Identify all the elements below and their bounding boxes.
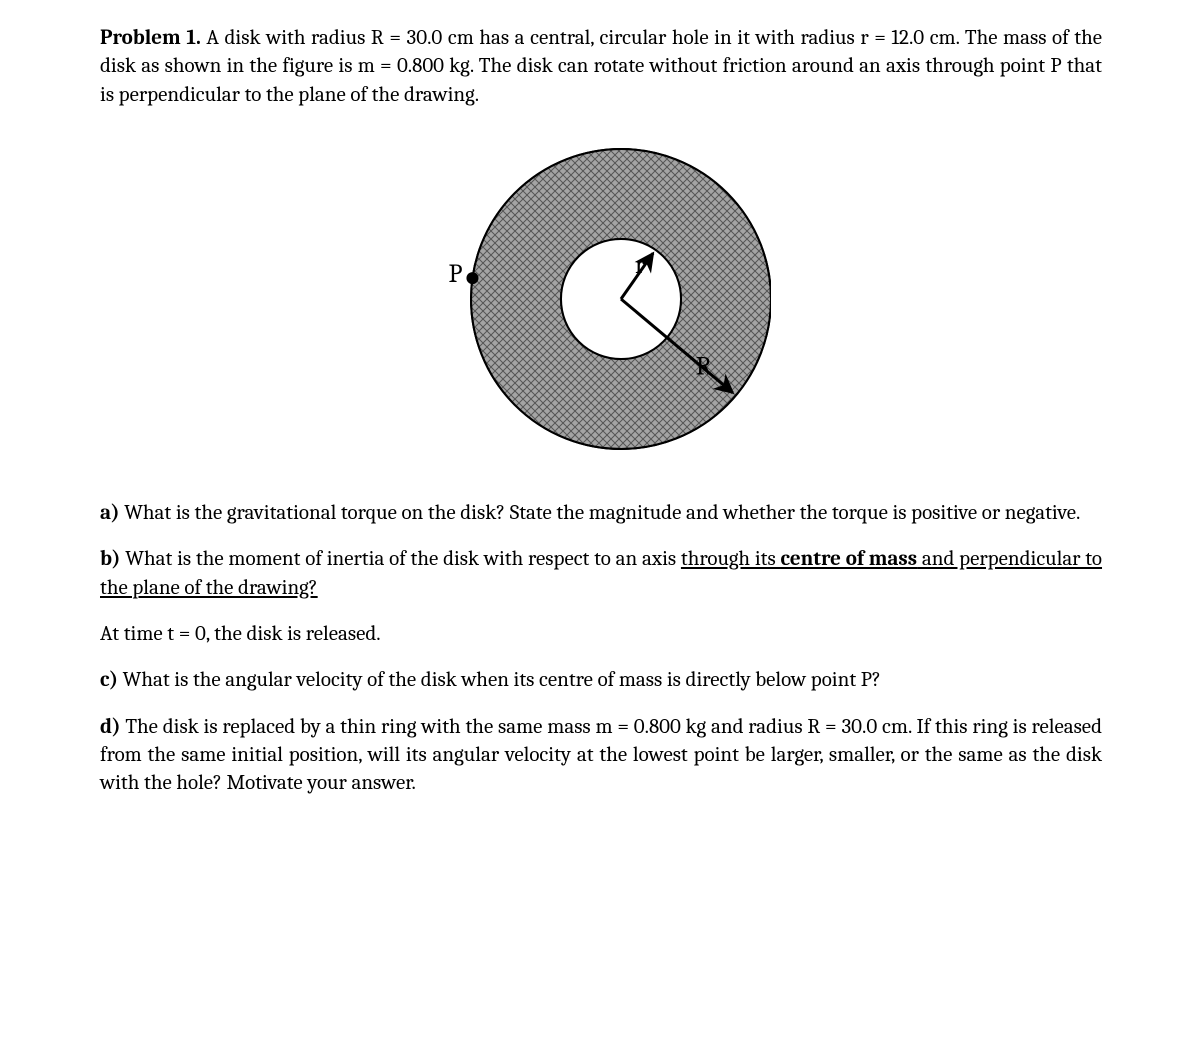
svg-text:R: R: [696, 351, 712, 381]
part-d-text: The disk is replaced by a thin ring with…: [100, 715, 1102, 796]
part-a-label: a): [100, 501, 120, 525]
part-c-text: What is the angular velocity of the disk…: [118, 668, 881, 692]
page: Problem 1. A disk with radius R = 30.0 c…: [0, 0, 1202, 856]
problem-text: A disk with radius R = 30.0 cm has a cen…: [100, 26, 1102, 107]
svg-text:P: P: [448, 259, 462, 289]
annulus-diagram: Pr R: [431, 139, 771, 459]
part-c: c) What is the angular velocity of the d…: [100, 666, 1102, 694]
release-line: At time t = 0, the disk is released.: [100, 620, 1102, 648]
problem-statement: Problem 1. A disk with radius R = 30.0 c…: [100, 24, 1102, 109]
problem-label: Problem 1.: [100, 26, 201, 50]
part-b: b) What is the moment of inertia of the …: [100, 545, 1102, 602]
part-d-label: d): [100, 715, 121, 739]
figure-container: Pr R: [100, 139, 1102, 459]
part-b-underline-2: centre of mass: [781, 547, 918, 571]
part-a-text: What is the gravitational torque on the …: [120, 501, 1081, 525]
svg-text:r: r: [635, 250, 646, 280]
part-a: a) What is the gravitational torque on t…: [100, 499, 1102, 527]
part-b-underline-1: through its: [681, 547, 781, 571]
part-d: d) The disk is replaced by a thin ring w…: [100, 713, 1102, 798]
part-c-label: c): [100, 668, 118, 692]
part-b-text-1: What is the moment of inertia of the dis…: [121, 547, 681, 571]
part-b-label: b): [100, 547, 121, 571]
